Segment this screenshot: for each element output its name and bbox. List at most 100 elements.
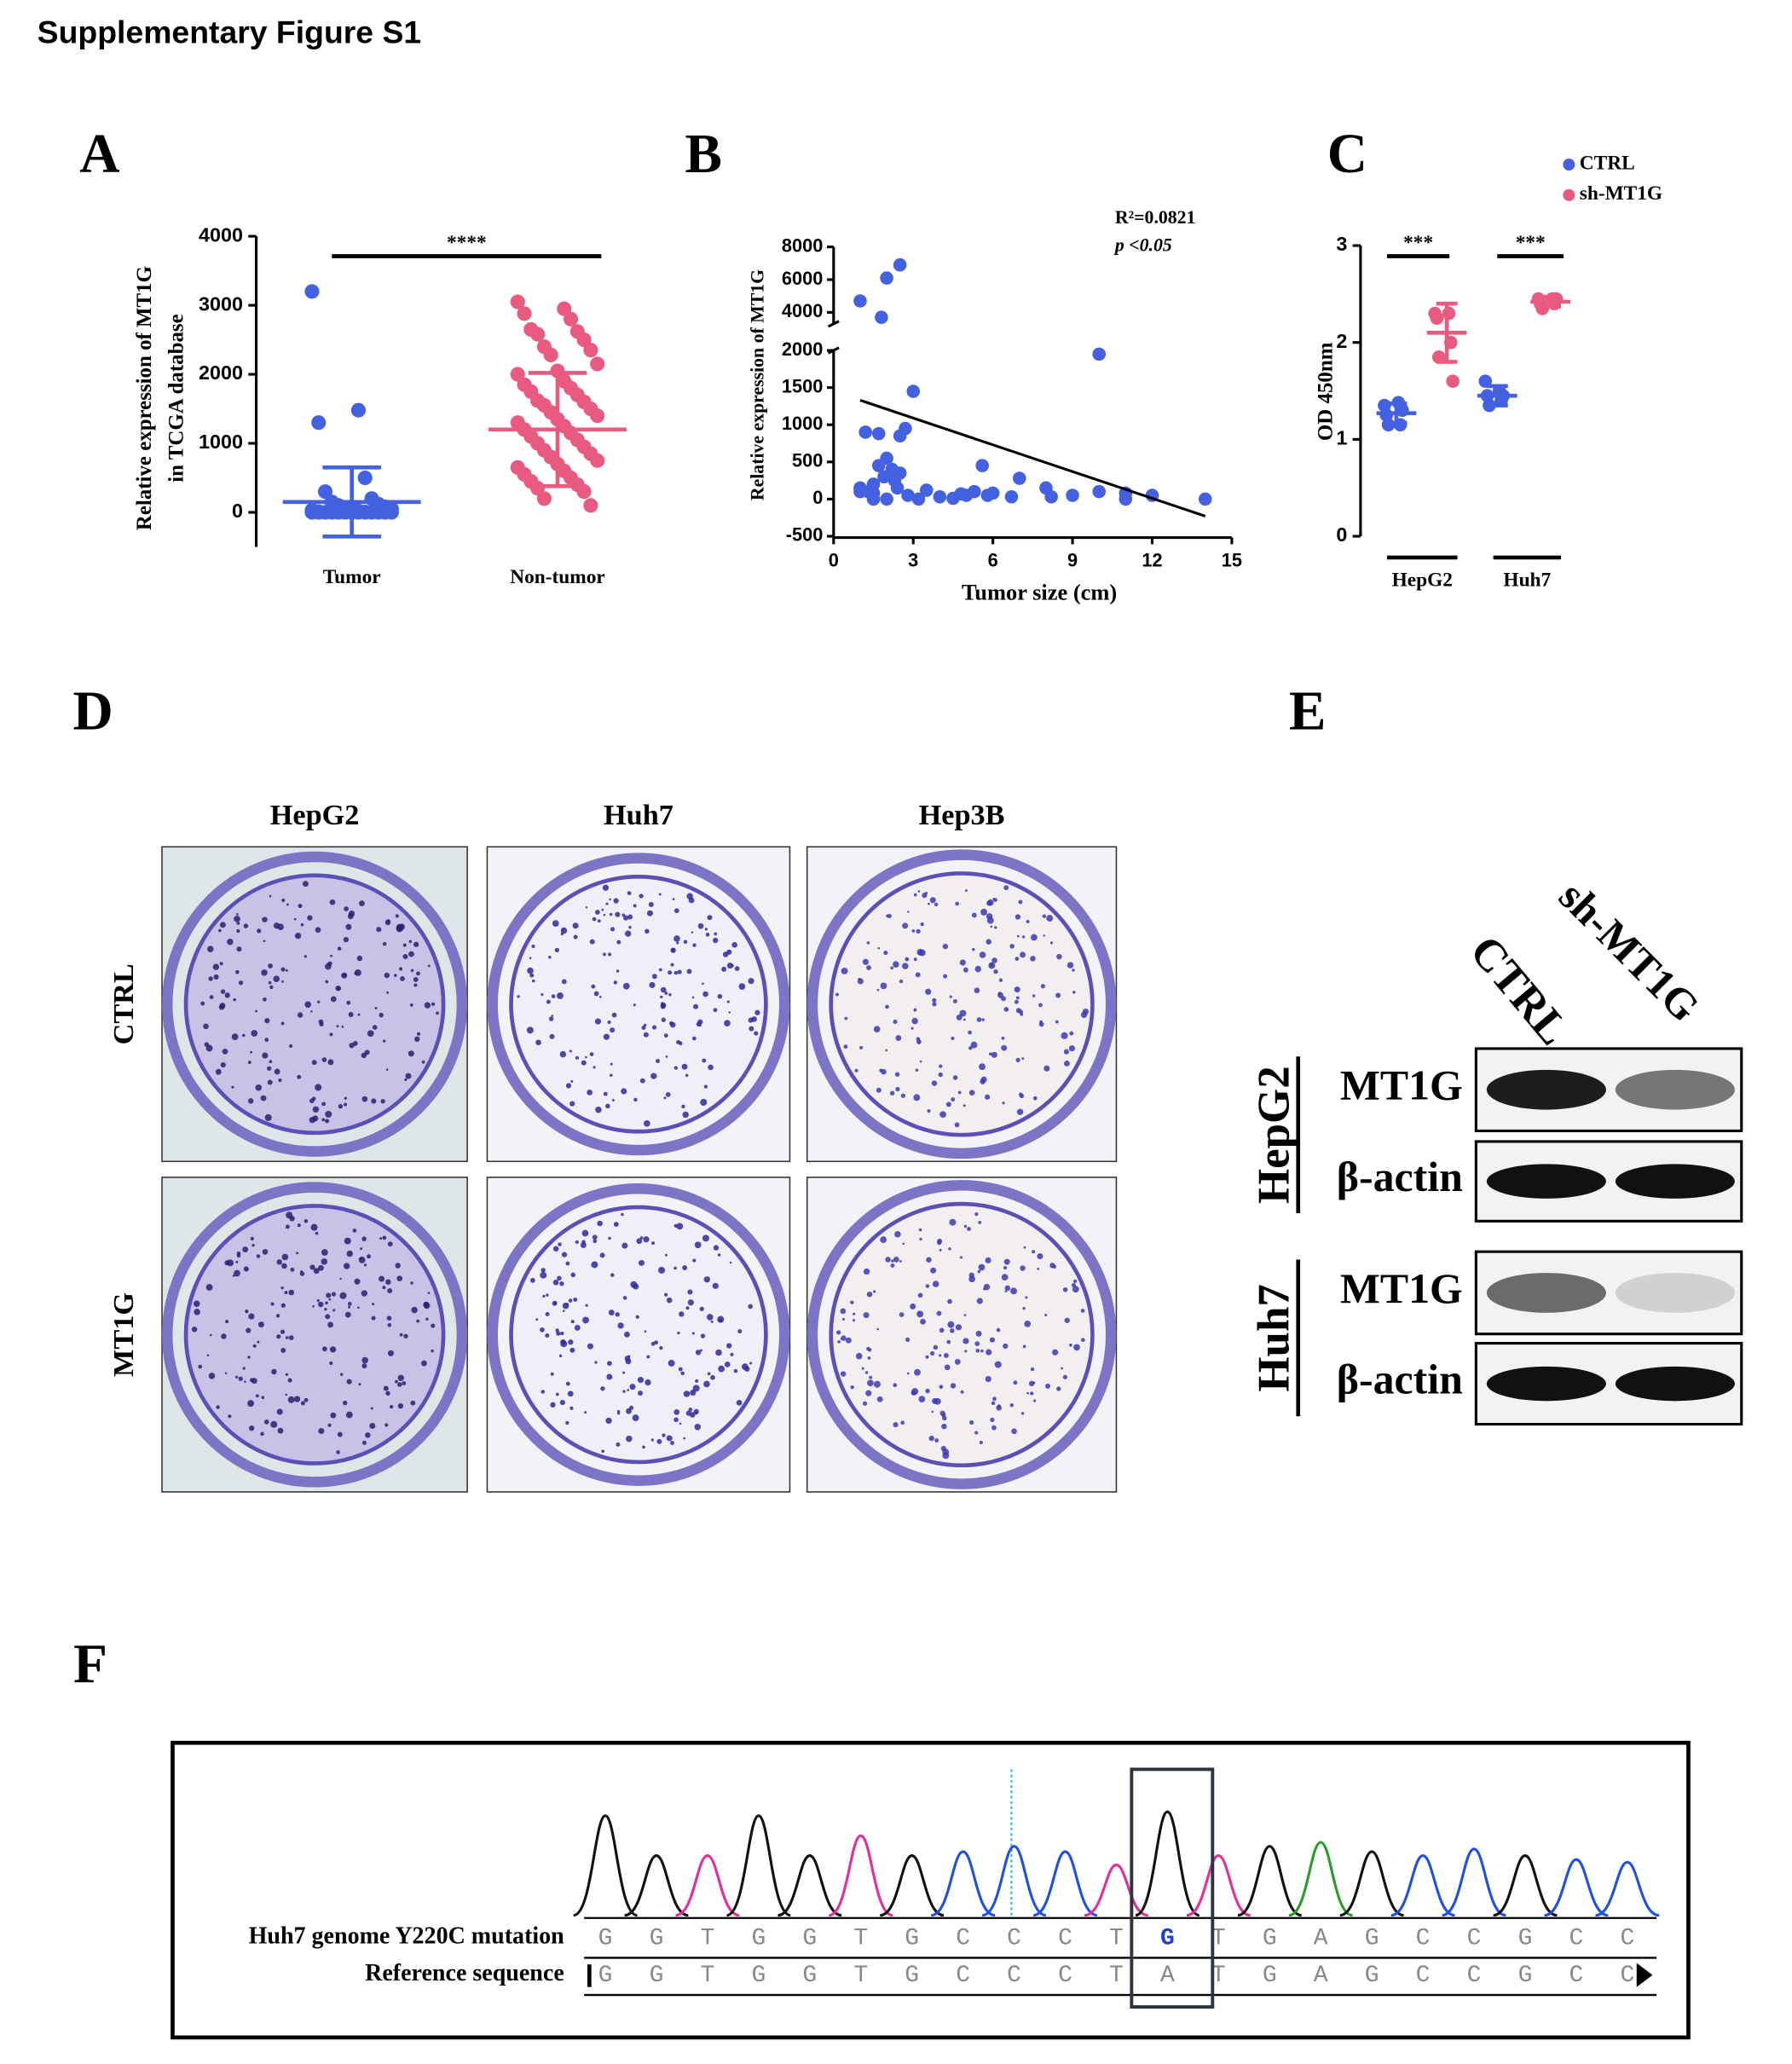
colony [398,967,403,971]
colony [303,881,309,887]
colony [337,946,342,951]
x-tick-label: 3 [908,549,918,570]
colony [985,1257,991,1263]
colony [589,1052,594,1056]
colony [1020,1012,1024,1016]
colony [880,1236,887,1243]
colony [232,1274,235,1277]
colony [399,1333,403,1337]
colony [245,1309,249,1314]
colony [881,1068,887,1075]
data-point [906,384,921,398]
colony [979,1063,986,1071]
colony [676,1223,684,1230]
colony [1015,957,1020,962]
colony [613,980,618,985]
colony [986,939,992,945]
colony [621,1242,628,1249]
colony [573,1298,578,1302]
colony [387,1322,392,1327]
colony [1052,1349,1059,1356]
colony [215,1068,222,1075]
colony [293,917,297,921]
colony [400,976,405,981]
colony [374,1007,378,1010]
colony [876,1327,879,1331]
colony [542,1294,546,1298]
base-letter: G [751,1925,766,1951]
data-point [557,301,572,316]
colony [1003,885,1009,891]
colony [300,1401,305,1406]
trace-peak [1186,1854,1252,1917]
colony [344,1311,351,1318]
colony [703,1380,710,1388]
colony [622,1390,626,1393]
colony [206,1354,210,1357]
colony [569,1049,572,1053]
colony [344,1102,348,1107]
colony [991,1051,997,1058]
colony [976,1298,983,1304]
colony [238,980,244,986]
x-tick-label: Non-tumor [510,566,605,588]
colony [946,1339,951,1344]
colony [974,1431,979,1435]
colony [397,1382,402,1387]
colony [971,912,977,918]
colony [540,1268,546,1273]
colony [663,1096,667,1100]
colony [382,1235,387,1240]
colony [299,1271,305,1276]
base-letter: C [956,1963,970,1989]
colony [222,1048,228,1055]
base-letter: G [598,1925,613,1951]
colony [633,904,637,908]
colony [1003,1258,1010,1265]
colony [845,1337,852,1344]
data-point [986,486,1000,500]
colony [573,934,578,939]
trace-peak [1493,1854,1558,1917]
colony [938,1072,943,1078]
colony [376,927,382,933]
colony [382,1039,386,1043]
colony [549,1033,555,1039]
colony [885,1049,888,1052]
colony [873,1290,876,1293]
base-letter: T [1211,1963,1226,1989]
colony [371,1098,377,1104]
colony [1020,1412,1025,1415]
colony [1032,994,1036,997]
colony [345,923,352,930]
data-point [357,505,373,520]
colony [1021,1057,1025,1061]
colony [691,931,694,934]
colony [673,908,679,914]
band [1486,1366,1606,1402]
colony [427,1292,431,1295]
colony [948,1247,951,1251]
colony [665,1055,668,1058]
colony [235,1260,239,1263]
data-point [536,491,552,506]
colony [664,992,668,995]
colony [954,1122,960,1128]
colony [682,1111,689,1119]
colony [990,963,994,967]
colony [637,1390,644,1396]
colony [673,1066,679,1070]
colony [236,1251,241,1256]
colony [648,901,654,908]
colony [726,963,733,969]
colony [972,948,975,951]
colony [605,1417,612,1425]
colony [939,1064,943,1068]
colony [916,1037,921,1041]
seq-end-arrow [1636,1963,1653,1987]
colony [336,1025,339,1028]
colony [608,1310,615,1315]
colony [968,1046,973,1050]
colony [963,1314,967,1316]
panel-label: D [72,681,113,743]
